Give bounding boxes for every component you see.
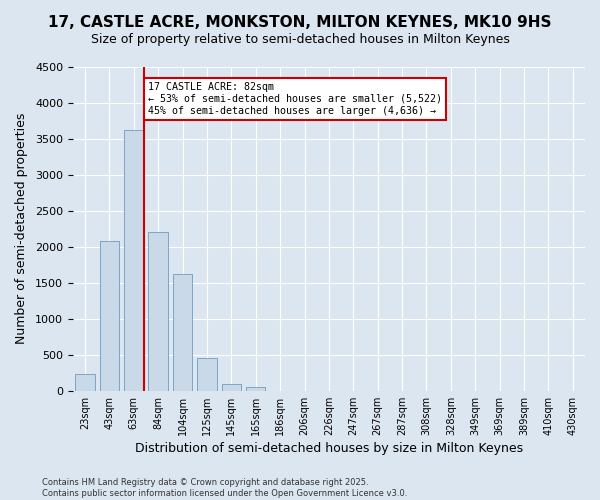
X-axis label: Distribution of semi-detached houses by size in Milton Keynes: Distribution of semi-detached houses by … bbox=[135, 442, 523, 455]
Y-axis label: Number of semi-detached properties: Number of semi-detached properties bbox=[15, 113, 28, 344]
Bar bbox=[197, 358, 217, 391]
Bar bbox=[100, 241, 119, 391]
Text: Size of property relative to semi-detached houses in Milton Keynes: Size of property relative to semi-detach… bbox=[91, 32, 509, 46]
Bar bbox=[75, 374, 95, 391]
Text: Contains HM Land Registry data © Crown copyright and database right 2025.
Contai: Contains HM Land Registry data © Crown c… bbox=[42, 478, 407, 498]
Bar bbox=[124, 130, 143, 391]
Bar bbox=[148, 232, 168, 391]
Bar bbox=[246, 387, 265, 391]
Bar bbox=[173, 274, 193, 391]
Bar bbox=[221, 384, 241, 391]
Text: 17, CASTLE ACRE, MONKSTON, MILTON KEYNES, MK10 9HS: 17, CASTLE ACRE, MONKSTON, MILTON KEYNES… bbox=[48, 15, 552, 30]
Text: 17 CASTLE ACRE: 82sqm
← 53% of semi-detached houses are smaller (5,522)
45% of s: 17 CASTLE ACRE: 82sqm ← 53% of semi-deta… bbox=[148, 82, 442, 116]
